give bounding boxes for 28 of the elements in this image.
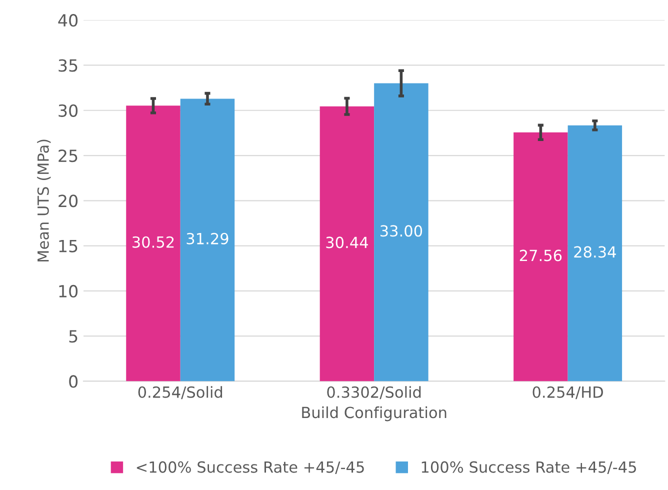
data-label: 33.00 bbox=[380, 225, 422, 237]
data-label: 30.52 bbox=[132, 236, 174, 248]
bar bbox=[568, 125, 622, 382]
x-axis-title: Build Configuration bbox=[302, 406, 446, 422]
x-tick-label: 0.254/HD bbox=[532, 386, 603, 400]
data-label: 27.56 bbox=[520, 250, 562, 262]
data-label: 28.34 bbox=[574, 246, 616, 258]
x-tick-label: 0.3302/Solid bbox=[327, 386, 421, 400]
y-tick-label: 20 bbox=[58, 194, 78, 208]
y-tick-label: 15 bbox=[59, 240, 78, 252]
legend-label: <100% Success Rate +45/-45 bbox=[136, 461, 364, 474]
data-label: 31.29 bbox=[186, 232, 228, 244]
bar bbox=[126, 106, 180, 382]
legend-label: 100% Success Rate +45/-45 bbox=[422, 461, 636, 474]
y-tick-label: 25 bbox=[58, 149, 78, 162]
bar bbox=[514, 132, 568, 382]
y-tick-label: 0 bbox=[69, 375, 78, 388]
y-tick-label: 30 bbox=[58, 104, 78, 117]
bar bbox=[320, 106, 374, 382]
y-tick-label: 10 bbox=[59, 284, 78, 298]
bar bbox=[374, 83, 428, 382]
y-tick-label: 40 bbox=[58, 14, 78, 27]
y-tick-label: 35 bbox=[58, 59, 78, 72]
data-label: 30.44 bbox=[326, 236, 368, 248]
y-axis-title: Mean UTS (MPa) bbox=[37, 140, 51, 262]
bar bbox=[180, 98, 235, 382]
x-tick-label: 0.254/Solid bbox=[138, 386, 222, 400]
y-tick-label: 5 bbox=[69, 330, 78, 343]
